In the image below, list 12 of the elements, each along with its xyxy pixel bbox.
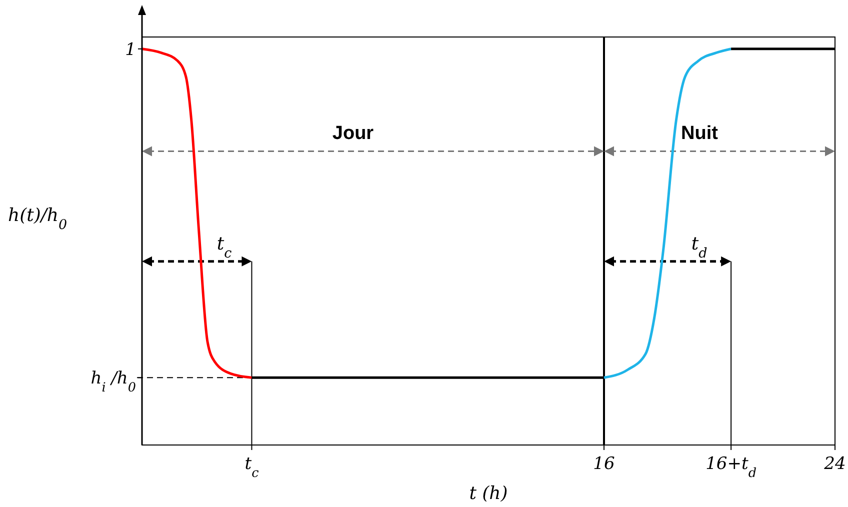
x-tick-label: 16+t$_{d}$ xyxy=(706,454,756,480)
annotation: Jour xyxy=(332,123,374,144)
y-axis-title: h(t)/h$_{0}$ xyxy=(8,205,68,233)
annotation: t$_{d}$ xyxy=(691,233,708,262)
y-tick-label: h$_{i}$/h$_{0}$ xyxy=(90,368,136,396)
y-tick-label: 1 xyxy=(125,40,136,60)
x-tick-label: 24 xyxy=(823,454,846,474)
x-tick-label: 16 xyxy=(593,454,615,474)
x-axis-title: t (h) xyxy=(469,483,508,504)
x-tick-label: t$_{c}$ xyxy=(244,454,259,480)
annotation: Nuit xyxy=(681,123,719,144)
annotation: t$_{c}$ xyxy=(216,233,232,262)
